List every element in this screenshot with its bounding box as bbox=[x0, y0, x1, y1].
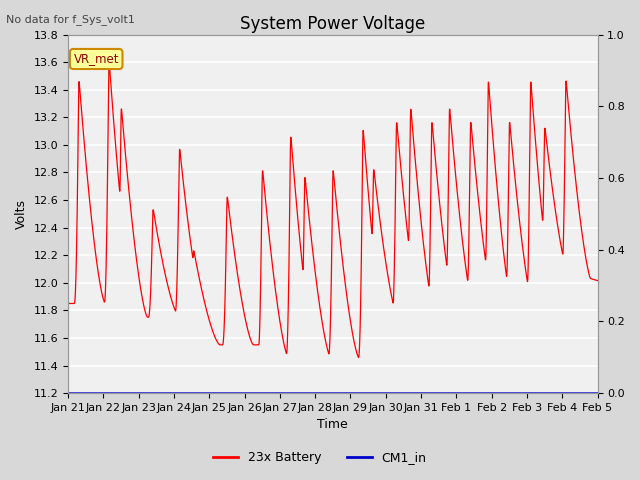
Text: No data for f_Sys_volt1: No data for f_Sys_volt1 bbox=[6, 14, 135, 25]
Text: VR_met: VR_met bbox=[74, 52, 119, 65]
Y-axis label: Volts: Volts bbox=[15, 199, 28, 229]
Title: System Power Voltage: System Power Voltage bbox=[240, 15, 426, 33]
Legend: 23x Battery, CM1_in: 23x Battery, CM1_in bbox=[208, 446, 432, 469]
X-axis label: Time: Time bbox=[317, 419, 348, 432]
